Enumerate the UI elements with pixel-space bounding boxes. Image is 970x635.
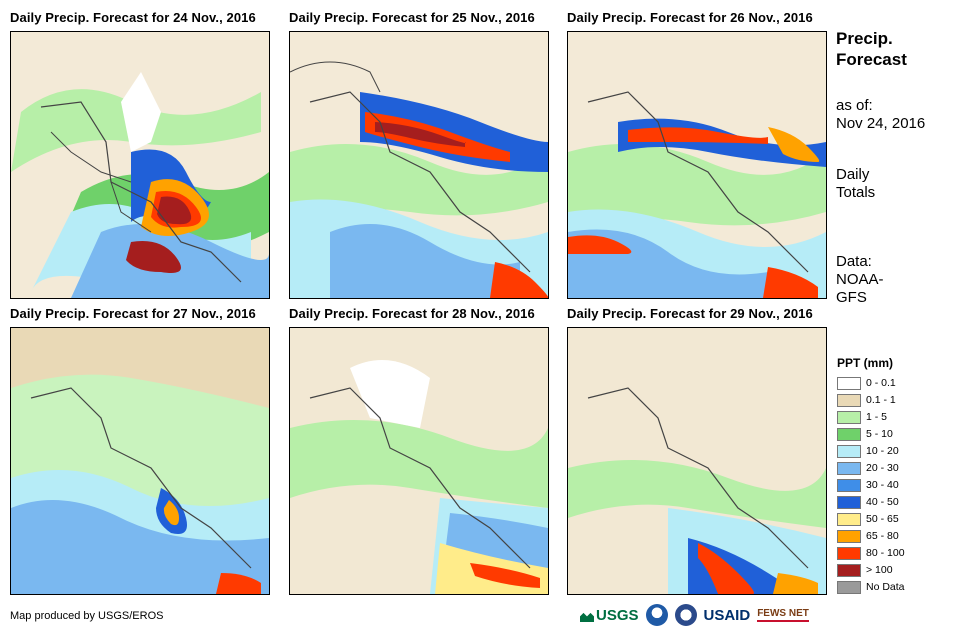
- legend-swatch: [837, 546, 861, 560]
- legend-swatch: [837, 512, 861, 526]
- panel-title-4: Daily Precip. Forecast for 27 Nov., 2016: [10, 306, 256, 321]
- data-source-block: Data: NOAA- GFS: [836, 253, 884, 307]
- panel-title-1: Daily Precip. Forecast for 24 Nov., 2016: [10, 10, 256, 25]
- forecast-map-26-nov: [567, 31, 827, 299]
- legend-swatch: [837, 461, 861, 475]
- legend-label: 50 - 65: [866, 513, 899, 525]
- partner-logos: USGS USAID FEWS NET: [580, 602, 809, 628]
- legend-title: PPT (mm): [837, 356, 894, 370]
- map-credit: Map produced by USGS/EROS: [10, 610, 164, 622]
- legend-item: 80 - 100: [837, 545, 905, 561]
- data-source-line-1: Data:: [836, 253, 872, 270]
- legend-item: 40 - 50: [837, 494, 899, 510]
- as-of-date: Nov 24, 2016: [836, 115, 926, 132]
- sidebar-title-line-1: Precip.: [836, 29, 893, 48]
- usgs-wave-icon: [580, 612, 594, 622]
- forecast-map-28-nov: [289, 327, 549, 595]
- legend-swatch: [837, 478, 861, 492]
- forecast-map-25-nov: [289, 31, 549, 299]
- legend-swatch: [837, 427, 861, 441]
- sidebar-title-line-2: Forecast: [836, 50, 907, 69]
- legend-swatch: [837, 495, 861, 509]
- legend-label: 20 - 30: [866, 462, 899, 474]
- legend-label: 0.1 - 1: [866, 394, 896, 406]
- legend-item: 0.1 - 1: [837, 392, 896, 408]
- legend-item: 0 - 0.1: [837, 375, 896, 391]
- seal-logo-icon: [674, 604, 697, 626]
- totals-block: Daily Totals: [836, 166, 875, 202]
- legend-label: 0 - 0.1: [866, 377, 896, 389]
- legend-label: 40 - 50: [866, 496, 899, 508]
- panel-title-5: Daily Precip. Forecast for 28 Nov., 2016: [289, 306, 535, 321]
- forecast-map-24-nov: [10, 31, 270, 299]
- legend-label: 5 - 10: [866, 428, 893, 440]
- totals-line-2: Totals: [836, 184, 876, 201]
- sidebar-title: Precip. Forecast: [836, 28, 907, 70]
- legend-label: 30 - 40: [866, 479, 899, 491]
- legend-item: 1 - 5: [837, 409, 887, 425]
- legend-item: 10 - 20: [837, 443, 899, 459]
- forecast-map-29-nov: [567, 327, 827, 595]
- legend-label: 65 - 80: [866, 530, 899, 542]
- legend-swatch: [837, 563, 861, 577]
- legend-item: No Data: [837, 579, 905, 595]
- data-source-line-2: NOAA-: [836, 271, 884, 288]
- legend-label: 1 - 5: [866, 411, 888, 423]
- usgs-logo: USGS: [580, 607, 639, 624]
- data-source-line-3: GFS: [836, 289, 867, 306]
- forecast-map-27-nov: [10, 327, 270, 595]
- legend-item: > 100: [837, 562, 893, 578]
- panel-title-6: Daily Precip. Forecast for 29 Nov., 2016: [567, 306, 813, 321]
- noaa-logo-icon: [645, 604, 668, 626]
- legend-swatch: [837, 393, 861, 407]
- legend-label: No Data: [866, 581, 905, 593]
- legend-label: > 100: [866, 564, 893, 576]
- legend-swatch: [837, 444, 861, 458]
- legend-swatch: [837, 529, 861, 543]
- legend-item: 5 - 10: [837, 426, 893, 442]
- usaid-logo: USAID: [703, 606, 751, 624]
- fews-net-logo: FEWS NET: [757, 608, 809, 622]
- legend-item: 20 - 30: [837, 460, 899, 476]
- legend-item: 50 - 65: [837, 511, 899, 527]
- panel-title-3: Daily Precip. Forecast for 26 Nov., 2016: [567, 10, 813, 25]
- legend-item: 65 - 80: [837, 528, 899, 544]
- totals-line-1: Daily: [836, 166, 870, 183]
- as-of-block: as of: Nov 24, 2016: [836, 97, 925, 133]
- legend-item: 30 - 40: [837, 477, 899, 493]
- legend-swatch: [837, 580, 861, 594]
- legend-label: 80 - 100: [866, 547, 905, 559]
- legend-swatch: [837, 410, 861, 424]
- usgs-logo-text: USGS: [596, 606, 639, 624]
- legend-swatch: [837, 376, 861, 390]
- legend-label: 10 - 20: [866, 445, 899, 457]
- panel-title-2: Daily Precip. Forecast for 25 Nov., 2016: [289, 10, 535, 25]
- as-of-label: as of:: [836, 97, 873, 114]
